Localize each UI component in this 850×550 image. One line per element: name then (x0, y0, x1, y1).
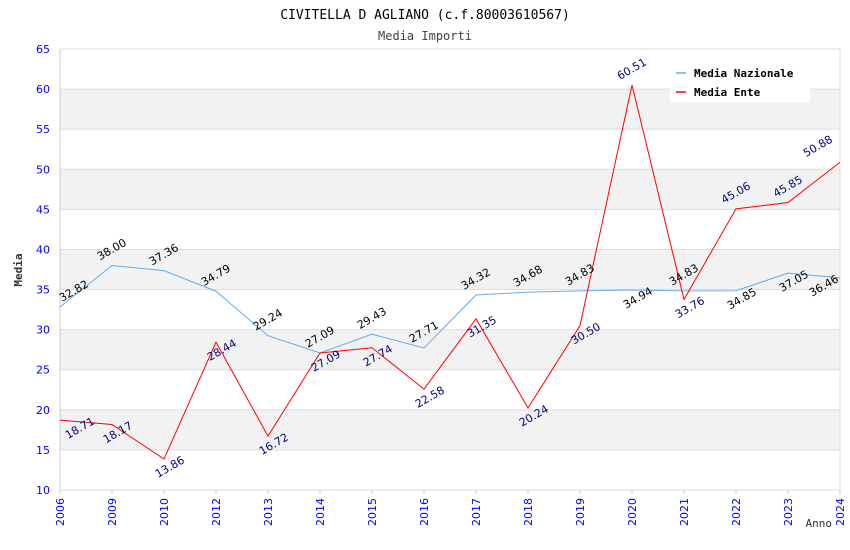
chart-title: CIVITELLA D AGLIANO (c.f.80003610567) (280, 8, 570, 23)
y-tick-label: 20 (36, 404, 50, 417)
y-tick-label: 55 (36, 123, 50, 136)
x-tick-label: 2019 (574, 498, 587, 526)
y-tick-label: 40 (36, 243, 50, 256)
x-tick-label: 2022 (730, 498, 743, 526)
data-label: 60.51 (615, 56, 649, 83)
series-line-1 (59, 84, 841, 460)
grid-band (60, 249, 840, 290)
grid-band (60, 169, 840, 210)
x-tick-label: 2021 (678, 498, 691, 526)
legend: Media Nazionale Media Ente (670, 60, 810, 102)
x-tick-label: 2010 (158, 498, 171, 526)
x-tick-label: 2020 (626, 498, 639, 526)
x-tick-label: 2009 (106, 498, 119, 526)
grid-band (60, 329, 840, 370)
y-tick-label: 65 (36, 43, 50, 56)
x-tick-label: 2014 (314, 498, 327, 526)
y-tick-label: 45 (36, 203, 50, 216)
y-tick-label: 25 (36, 364, 50, 377)
x-tick-label: 2013 (262, 498, 275, 526)
data-label: 13.86 (153, 454, 187, 481)
x-tick-label: 2023 (782, 498, 795, 526)
data-label: 22.58 (413, 384, 447, 411)
y-tick-label: 15 (36, 444, 50, 457)
x-tick-label: 2016 (418, 498, 431, 526)
data-label: 50.88 (801, 133, 835, 160)
chart-subtitle: Media Importi (378, 29, 472, 43)
y-tick-label: 30 (36, 324, 50, 337)
x-tick-label: 2024 (834, 498, 847, 526)
grid-band (60, 409, 840, 450)
y-tick-label: 50 (36, 163, 50, 176)
series-line-0 (59, 264, 841, 354)
y-tick-label: 60 (36, 83, 50, 96)
data-label: 33.76 (673, 294, 707, 321)
y-tick-label: 35 (36, 284, 50, 297)
x-tick-label: 2006 (54, 498, 67, 526)
x-tick-label: 2015 (366, 498, 379, 526)
legend-label: Media Nazionale (694, 67, 794, 80)
data-label: 29.43 (355, 305, 389, 332)
x-tick-label: 2018 (522, 498, 535, 526)
x-axis-label: Anno (806, 517, 833, 530)
x-tick-label: 2017 (470, 498, 483, 526)
legend-label: Media Ente (694, 86, 761, 99)
x-tick-label: 2012 (210, 498, 223, 526)
y-tick-label: 10 (36, 484, 50, 497)
y-axis-label: Media (12, 253, 25, 286)
